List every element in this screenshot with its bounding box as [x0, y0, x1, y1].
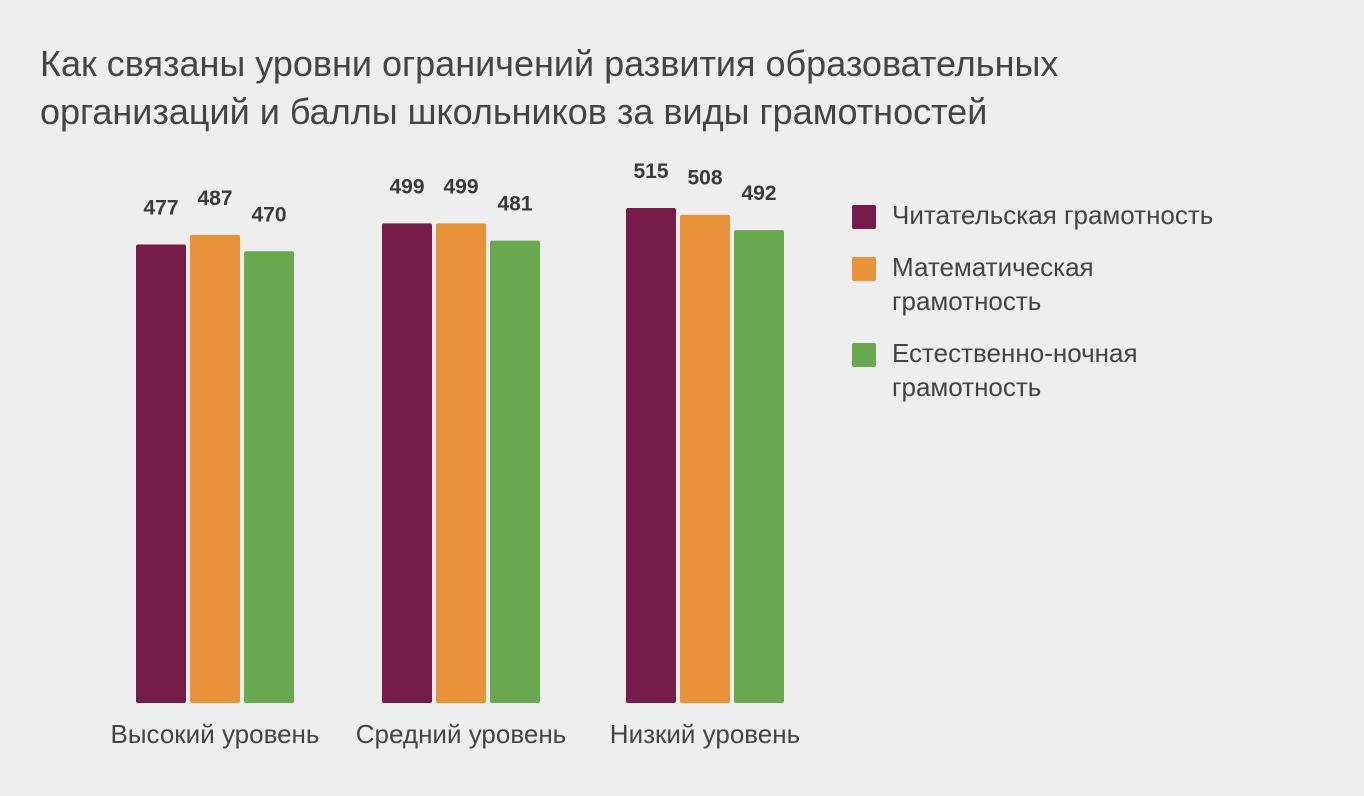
bar-high-math — [190, 234, 240, 703]
bar-high-science — [244, 251, 294, 703]
category-label-low: Низкий уровень — [610, 719, 800, 749]
legend-item-math: Математическая грамотность — [852, 250, 1272, 318]
legend-label-math: Математическая грамотность — [892, 252, 1094, 316]
legend-label-reading: Читательская грамотность — [892, 200, 1214, 230]
legend-item-science: Естественно-ночная грамотность — [852, 336, 1272, 404]
chart-title: Как связаны уровни ограничений развития … — [40, 40, 1240, 136]
data-label-medium-reading: 499 — [389, 175, 424, 198]
category-label-medium: Средний уровень — [356, 719, 566, 749]
bar-low-reading — [626, 208, 676, 703]
legend-swatch-science — [852, 343, 876, 367]
data-label-low-math: 508 — [687, 167, 722, 190]
data-label-high-science: 470 — [251, 203, 286, 226]
legend-swatch-reading — [852, 205, 876, 229]
bar-medium-science — [490, 240, 540, 703]
data-label-high-reading: 477 — [143, 197, 178, 220]
data-label-medium-math: 499 — [443, 175, 478, 198]
bar-high-reading — [136, 244, 186, 703]
chart-title-line-2: организаций и баллы школьников за виды г… — [40, 91, 988, 132]
chart-legend: Читательская грамотность Математическая … — [852, 198, 1272, 422]
data-label-high-math: 487 — [197, 187, 232, 210]
data-label-low-reading: 515 — [633, 160, 668, 183]
chart-title-line-1: Как связаны уровни ограничений развития … — [40, 43, 1059, 84]
legend-label-science: Естественно-ночная грамотность — [892, 338, 1138, 402]
bar-low-math — [680, 214, 730, 703]
legend-item-reading: Читательская грамотность — [852, 198, 1272, 232]
bar-medium-math — [436, 223, 486, 703]
legend-swatch-math — [852, 257, 876, 281]
data-label-low-science: 492 — [741, 182, 776, 205]
bar-medium-reading — [382, 223, 432, 703]
data-label-medium-science: 481 — [497, 193, 532, 216]
bar-low-science — [734, 230, 784, 703]
category-label-high: Высокий уровень — [111, 719, 320, 749]
